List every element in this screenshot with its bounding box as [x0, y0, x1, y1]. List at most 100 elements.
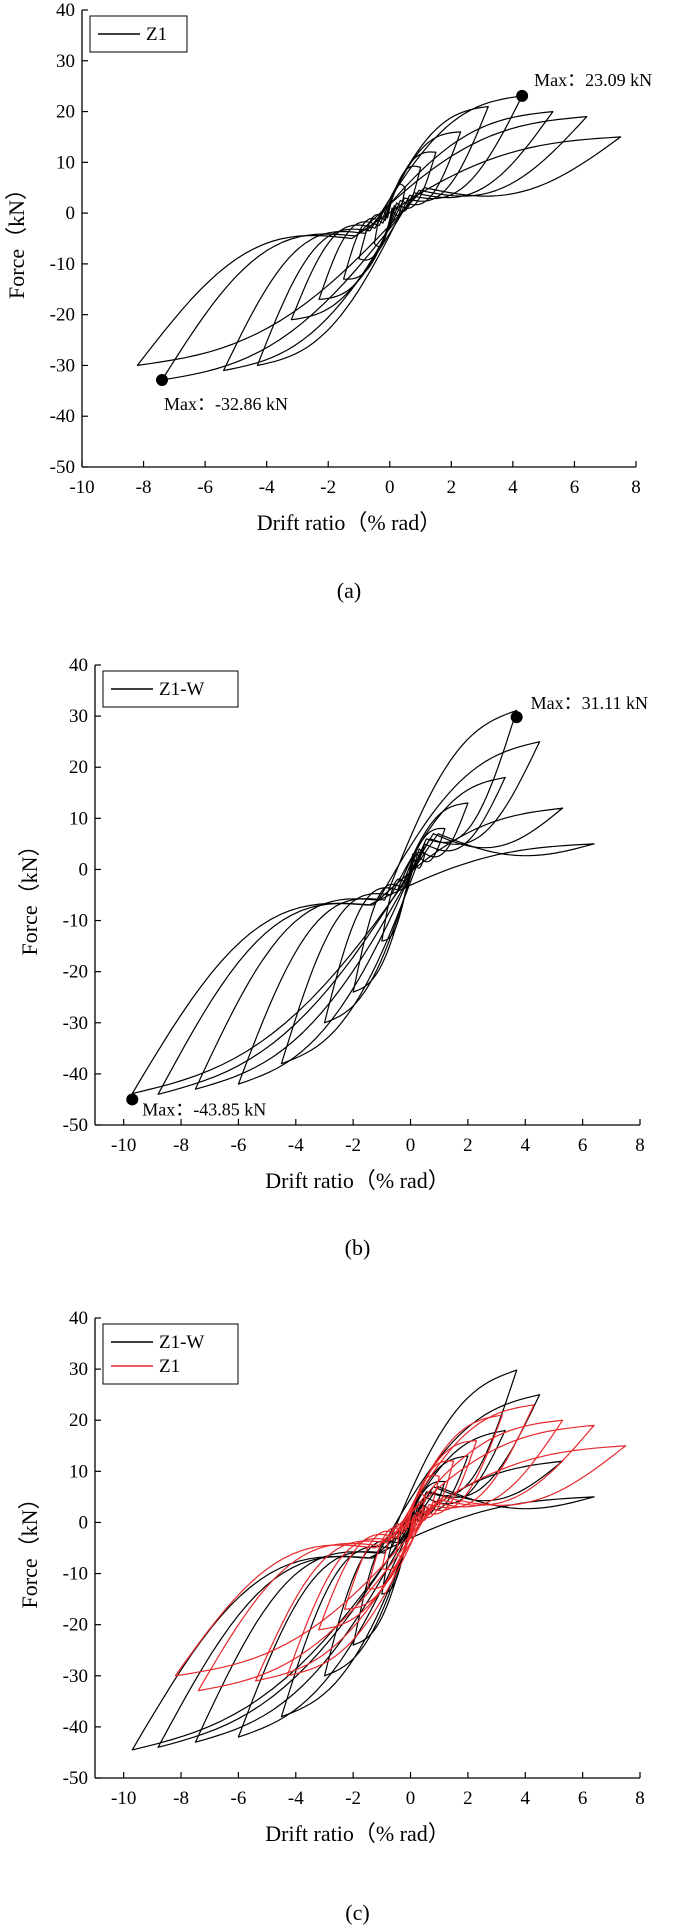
- x-tick-label: -8: [136, 477, 152, 498]
- hysteresis-loop: [237, 1369, 518, 1738]
- y-tick-label: -50: [50, 457, 75, 478]
- y-tick-label: -10: [50, 254, 75, 275]
- panel-label: (b): [345, 1235, 371, 1260]
- legend: Z1-W Z1: [102, 1323, 239, 1385]
- x-tick-label: -10: [111, 1788, 136, 1809]
- y-tick-label: -10: [63, 911, 88, 932]
- legend-box: [102, 1323, 239, 1385]
- x-tick-label: 2: [447, 477, 457, 498]
- x-tick-label: -4: [259, 477, 275, 498]
- x-tick-label: 8: [635, 1788, 645, 1809]
- x-axis-title: Drift ratio（% rad）: [265, 1821, 450, 1846]
- x-tick-label: -10: [69, 477, 94, 498]
- legend-label: Z1: [146, 24, 167, 45]
- hysteresis-loop: [255, 1419, 564, 1682]
- series-z1: [174, 1404, 627, 1692]
- x-tick-label: -2: [345, 1135, 361, 1156]
- x-tick-label: -2: [345, 1788, 361, 1809]
- hysteresis-loop: [343, 151, 437, 280]
- series-z1: [136, 95, 622, 381]
- y-tick-label: 0: [79, 859, 89, 880]
- x-tick-label: 4: [508, 477, 518, 498]
- hysteresis-loop: [174, 1445, 627, 1677]
- hysteresis-loop: [290, 105, 489, 321]
- max-point-marker: [516, 89, 529, 102]
- y-tick-label: 10: [69, 808, 88, 829]
- max-point-marker: [156, 373, 169, 386]
- y-tick-label: -30: [63, 1013, 88, 1034]
- hysteresis-loop: [194, 1394, 541, 1743]
- y-axis-title: Force（kN）: [4, 178, 29, 299]
- x-tick-label: -8: [173, 1135, 189, 1156]
- y-axis-title: Force（kN）: [17, 835, 42, 956]
- x-tick-label: -2: [320, 477, 336, 498]
- hysteresis-loop: [157, 807, 564, 1095]
- series-z1-w: [131, 709, 595, 1095]
- hysteresis-loop: [157, 1460, 564, 1748]
- y-tick-label: -30: [50, 355, 75, 376]
- y-tick-label: 30: [69, 1359, 88, 1380]
- series-z1-w: [131, 1369, 595, 1751]
- hysteresis-loop: [131, 1486, 595, 1751]
- y-tick-label: 0: [66, 203, 76, 224]
- hysteresis-loop: [366, 1460, 455, 1590]
- x-axis-title: Drift ratio（% rad）: [265, 1168, 450, 1193]
- max-point-label: Max：23.09 kN: [534, 70, 652, 90]
- hysteresis-loop: [161, 115, 588, 381]
- hysteresis-loop: [131, 833, 595, 1095]
- x-tick-label: -6: [231, 1788, 247, 1809]
- hysteresis-loop: [136, 136, 622, 366]
- x-tick-label: 6: [570, 477, 580, 498]
- hysteresis-loop: [323, 802, 469, 1024]
- legend-label: Z1-W: [159, 679, 204, 700]
- max-point-marker: [126, 1093, 139, 1106]
- legend: Z1: [89, 15, 188, 53]
- x-tick-label: 0: [406, 1788, 416, 1809]
- y-tick-label: 20: [69, 1410, 88, 1431]
- y-tick-label: 30: [56, 51, 75, 72]
- y-tick-label: 10: [69, 1461, 88, 1482]
- x-tick-label: 2: [463, 1135, 473, 1156]
- legend-label: Z1: [159, 1356, 180, 1377]
- y-tick-label: 0: [79, 1512, 89, 1533]
- y-tick-label: 10: [56, 152, 75, 173]
- x-tick-label: 8: [631, 477, 641, 498]
- x-tick-label: 2: [463, 1788, 473, 1809]
- y-tick-label: 40: [69, 1308, 88, 1329]
- legend-label: Z1-W: [159, 1332, 204, 1353]
- x-tick-label: 0: [385, 477, 395, 498]
- panel-label: (a): [337, 578, 361, 603]
- y-tick-label: -40: [63, 1717, 88, 1738]
- y-tick-label: -20: [63, 962, 88, 983]
- hysteresis-loop: [197, 1424, 595, 1692]
- x-tick-label: 8: [635, 1135, 645, 1156]
- y-tick-label: -20: [63, 1615, 88, 1636]
- y-tick-label: -50: [63, 1115, 88, 1136]
- x-tick-label: -4: [288, 1135, 304, 1156]
- y-tick-label: -30: [63, 1666, 88, 1687]
- hysteresis-loop: [381, 851, 426, 942]
- x-tick-label: 0: [406, 1135, 416, 1156]
- y-axis-title: Force（kN）: [17, 1488, 42, 1609]
- y-tick-label: 20: [69, 757, 88, 778]
- x-tick-label: -6: [197, 477, 213, 498]
- y-tick-label: -40: [50, 406, 75, 427]
- curves: [131, 709, 595, 1095]
- max-point-label: Max：31.11 kN: [531, 693, 648, 713]
- y-tick-label: -20: [50, 305, 75, 326]
- y-tick-label: -50: [63, 1768, 88, 1789]
- hysteresis-loop: [237, 709, 518, 1085]
- hysteresis-loop: [223, 110, 554, 372]
- hysteresis-loop: [318, 131, 462, 300]
- y-tick-label: 30: [69, 706, 88, 727]
- x-tick-label: 4: [521, 1135, 531, 1156]
- hysteresis-loop: [256, 95, 523, 366]
- hysteresis-loop: [286, 1404, 535, 1677]
- curves: [131, 1369, 627, 1751]
- max-point-label: Max：-43.85 kN: [142, 1099, 266, 1119]
- y-tick-label: 40: [69, 655, 88, 676]
- panel-label: (c): [345, 1900, 369, 1925]
